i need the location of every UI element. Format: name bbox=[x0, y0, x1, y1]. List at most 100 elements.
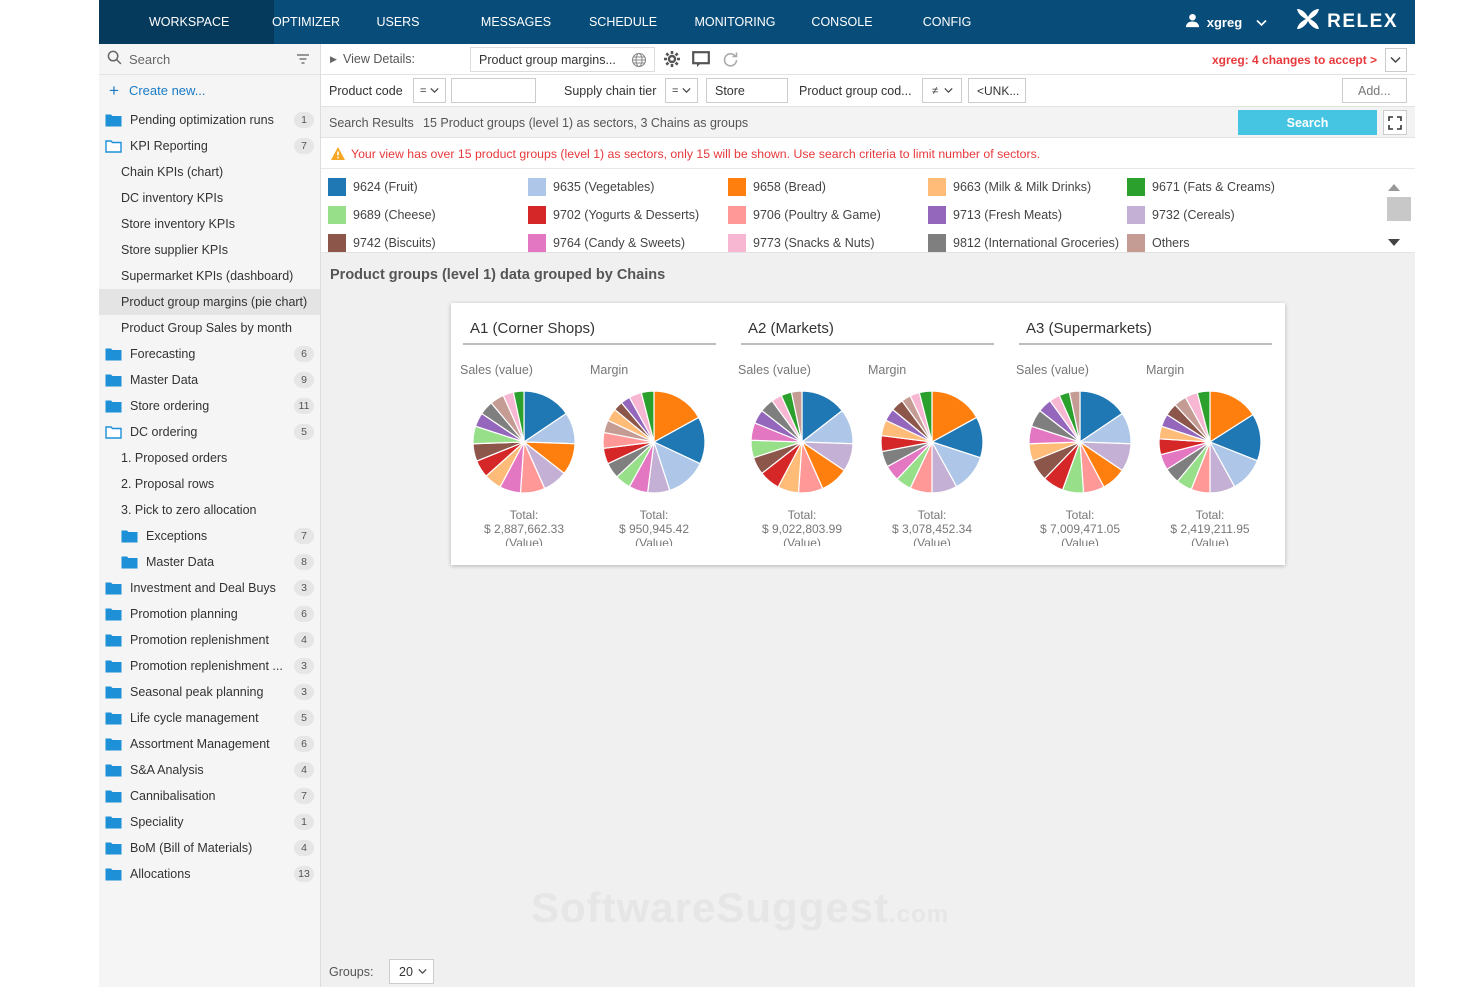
legend-item[interactable]: 9689 (Cheese) bbox=[328, 206, 436, 224]
pie-slice[interactable] bbox=[790, 390, 803, 443]
sidebar-item[interactable]: Supermarket KPIs (dashboard) bbox=[99, 263, 320, 289]
pie-chart[interactable] bbox=[1025, 387, 1135, 497]
supply-chain-tier-input[interactable]: Store bbox=[706, 78, 788, 103]
sidebar-item[interactable]: Cannibalisation 7 bbox=[99, 783, 320, 809]
supply-chain-operator[interactable]: = bbox=[665, 78, 698, 103]
sidebar-item[interactable]: Product Group Sales by month bbox=[99, 315, 320, 341]
pie-chart[interactable] bbox=[469, 387, 579, 497]
sidebar-item[interactable]: 1. Proposed orders bbox=[99, 445, 320, 471]
sidebar-item[interactable]: Life cycle management 5 bbox=[99, 705, 320, 731]
nav-tab-workspace[interactable]: WORKSPACE bbox=[99, 0, 274, 44]
legend-item[interactable]: 9732 (Cereals) bbox=[1127, 206, 1235, 224]
pie-chart[interactable] bbox=[1155, 387, 1265, 497]
pie-slice[interactable] bbox=[512, 390, 525, 443]
product-group-code-input[interactable]: <UNK... bbox=[968, 78, 1026, 103]
legend-item[interactable]: 9658 (Bread) bbox=[728, 178, 826, 196]
legend-item[interactable]: 9635 (Vegetables) bbox=[528, 178, 654, 196]
comment-icon[interactable] bbox=[692, 51, 710, 71]
nav-tab-console[interactable]: CONSOLE bbox=[811, 15, 873, 29]
refresh-icon[interactable] bbox=[722, 51, 739, 71]
pie-slice[interactable] bbox=[652, 416, 706, 465]
view-name-select[interactable]: Product group margins... bbox=[470, 47, 655, 72]
legend-item[interactable]: Others bbox=[1127, 234, 1190, 252]
legend-item[interactable]: 9671 (Fats & Creams) bbox=[1127, 178, 1275, 196]
changes-dropdown[interactable] bbox=[1385, 48, 1407, 72]
product-code-operator[interactable]: = bbox=[413, 78, 446, 103]
sidebar-item[interactable]: Product group margins (pie chart) bbox=[99, 289, 320, 315]
pie-chart[interactable] bbox=[599, 387, 709, 497]
fullscreen-icon[interactable] bbox=[1383, 110, 1407, 135]
sidebar-search[interactable]: Search bbox=[99, 44, 320, 75]
nav-tab-users[interactable]: USERS bbox=[376, 15, 420, 29]
legend-item[interactable]: 9742 (Biscuits) bbox=[328, 234, 436, 252]
sidebar-item[interactable]: S&A Analysis 4 bbox=[99, 757, 320, 783]
sidebar-item[interactable]: Allocations 13 bbox=[99, 861, 320, 887]
pie-slice[interactable] bbox=[1208, 413, 1262, 462]
product-group-operator[interactable]: ≠ bbox=[922, 78, 962, 103]
sidebar-item[interactable]: Exceptions 7 bbox=[99, 523, 320, 549]
sidebar-item[interactable]: Investment and Deal Buys 3 bbox=[99, 575, 320, 601]
expand-triangle-icon[interactable]: ▶ bbox=[330, 54, 337, 64]
sidebar-item[interactable]: Seasonal peak planning 3 bbox=[99, 679, 320, 705]
sidebar-item[interactable]: Promotion replenishment ... 3 bbox=[99, 653, 320, 679]
pie-slice[interactable] bbox=[640, 390, 655, 443]
legend-item[interactable]: 9702 (Yogurts & Desserts) bbox=[528, 206, 699, 224]
chevron-down-icon[interactable] bbox=[1256, 15, 1267, 30]
sidebar-item[interactable]: Speciality 1 bbox=[99, 809, 320, 835]
sidebar-item[interactable]: Store inventory KPIs bbox=[99, 211, 320, 237]
sidebar-item[interactable]: BoM (Bill of Materials) 4 bbox=[99, 835, 320, 861]
add-filter-button[interactable]: Add... bbox=[1342, 78, 1407, 103]
sidebar-item[interactable]: Forecasting 6 bbox=[99, 341, 320, 367]
scroll-down-icon[interactable] bbox=[1388, 234, 1400, 249]
legend-item[interactable]: 9713 (Fresh Meats) bbox=[928, 206, 1062, 224]
legend-item[interactable]: 9663 (Milk & Milk Drinks) bbox=[928, 178, 1091, 196]
nav-tab-monitoring[interactable]: MONITORING bbox=[694, 15, 776, 29]
pie-chart[interactable] bbox=[747, 387, 857, 497]
nav-tab-config[interactable]: CONFIG bbox=[922, 15, 972, 29]
legend-scrollbar[interactable] bbox=[1387, 169, 1411, 253]
sidebar-item[interactable]: 3. Pick to zero allocation bbox=[99, 497, 320, 523]
gear-icon[interactable] bbox=[663, 50, 681, 71]
pie-slice[interactable] bbox=[653, 390, 700, 444]
product-code-input[interactable] bbox=[451, 78, 536, 103]
legend-item[interactable]: 9812 (International Groceries) bbox=[928, 234, 1119, 252]
search-button[interactable]: Search bbox=[1238, 110, 1377, 135]
sidebar-item[interactable]: Store supplier KPIs bbox=[99, 237, 320, 263]
pie-slice[interactable] bbox=[1196, 390, 1211, 443]
sidebar-item[interactable]: Store ordering 11 bbox=[99, 393, 320, 419]
sidebar-item[interactable]: Master Data 8 bbox=[99, 549, 320, 575]
pie-chart[interactable] bbox=[877, 387, 987, 497]
nav-tab-messages[interactable]: MESSAGES bbox=[480, 15, 552, 29]
username[interactable]: xgreg bbox=[1206, 14, 1243, 30]
pie-slice[interactable] bbox=[931, 390, 978, 444]
sidebar-item[interactable]: KPI Reporting 7 bbox=[99, 133, 320, 159]
pie-slice[interactable] bbox=[1068, 390, 1081, 443]
groups-select[interactable]: 20 bbox=[389, 959, 434, 984]
sidebar-item[interactable]: Assortment Management 6 bbox=[99, 731, 320, 757]
sidebar-item[interactable]: Promotion planning 6 bbox=[99, 601, 320, 627]
create-new-link[interactable]: + Create new... bbox=[99, 75, 320, 106]
sidebar-item[interactable]: DC inventory KPIs bbox=[99, 185, 320, 211]
legend-item[interactable]: 9706 (Poultry & Game) bbox=[728, 206, 881, 224]
search-input[interactable]: Search bbox=[129, 51, 171, 67]
pie-slice[interactable] bbox=[1209, 390, 1254, 444]
sidebar-item[interactable]: DC ordering 5 bbox=[99, 419, 320, 445]
sidebar-item[interactable]: Master Data 9 bbox=[99, 367, 320, 393]
legend-item[interactable]: 9773 (Snacks & Nuts) bbox=[728, 234, 875, 252]
pie-slice[interactable] bbox=[1079, 390, 1124, 444]
filter-icon[interactable] bbox=[296, 53, 310, 68]
sidebar-item[interactable]: Promotion replenishment 4 bbox=[99, 627, 320, 653]
legend-item[interactable]: 9764 (Candy & Sweets) bbox=[528, 234, 685, 252]
user-icon[interactable] bbox=[1185, 13, 1200, 31]
view-details-label[interactable]: View Details: bbox=[343, 52, 416, 66]
sidebar-item[interactable]: Chain KPIs (chart) bbox=[99, 159, 320, 185]
sidebar-item[interactable]: Pending optimization runs 1 bbox=[99, 107, 320, 133]
scroll-up-icon[interactable] bbox=[1388, 179, 1400, 194]
sidebar-item[interactable]: 2. Proposal rows bbox=[99, 471, 320, 497]
legend-item[interactable]: 9624 (Fruit) bbox=[328, 178, 418, 196]
nav-tab-optimizer[interactable]: OPTIMIZER bbox=[272, 15, 341, 29]
changes-to-accept-link[interactable]: xgreg: 4 changes to accept > bbox=[1212, 53, 1378, 67]
pie-slice[interactable] bbox=[523, 390, 568, 444]
nav-tab-schedule[interactable]: SCHEDULE bbox=[588, 15, 658, 29]
scroll-thumb[interactable] bbox=[1387, 197, 1411, 221]
